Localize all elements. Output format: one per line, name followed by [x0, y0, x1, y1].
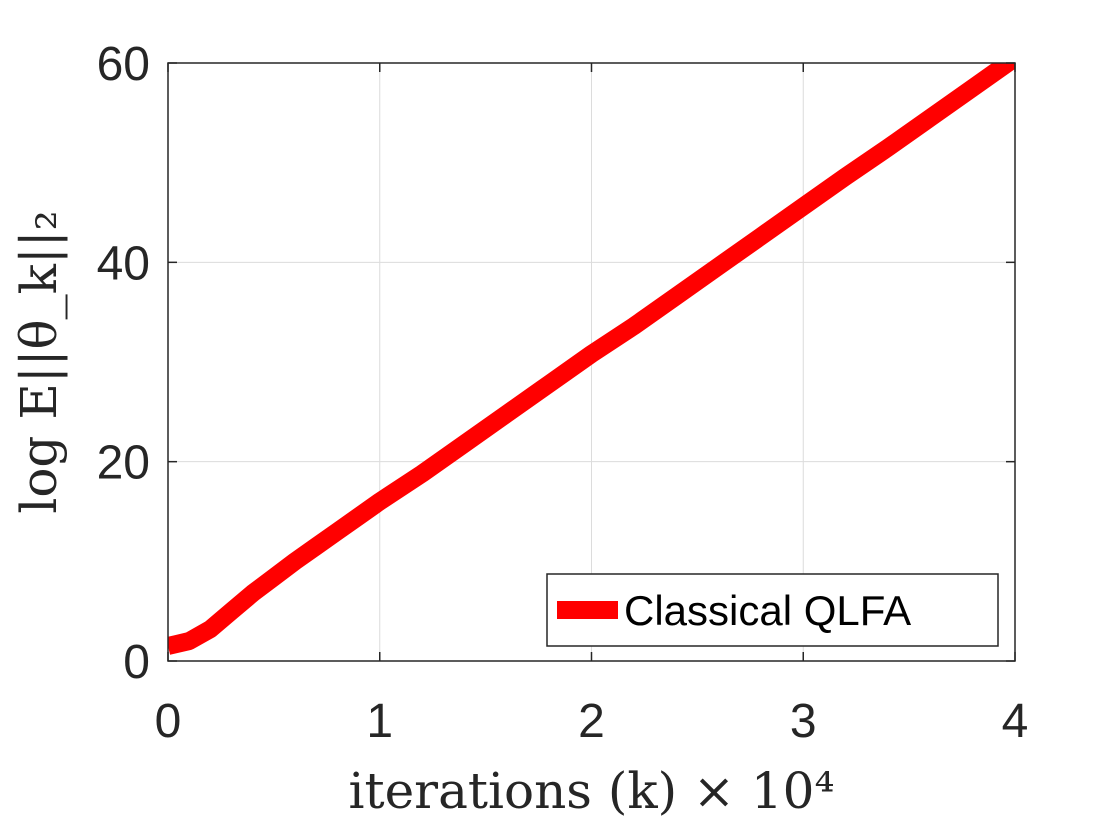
x-tick-label: 4 — [1002, 695, 1029, 748]
y-tick-label: 20 — [97, 437, 150, 490]
y-axis-label: log E||θ_k||₂ — [10, 210, 68, 513]
series-line-classical-qlfa — [168, 63, 1015, 655]
x-axis-label: iterations (k) × 10⁴ — [349, 762, 835, 820]
tick-marks — [167, 62, 1016, 662]
legend-box — [546, 573, 999, 647]
y-tick-label: 0 — [123, 636, 150, 689]
legend-label-classical-qlfa: Classical QLFA — [624, 587, 911, 634]
x-tick-label: 2 — [578, 695, 605, 748]
x-tick-label: 1 — [366, 695, 393, 748]
y-tick-labels: 0 20 40 60 — [97, 38, 150, 689]
legend: Classical QLFA — [546, 573, 999, 647]
x-tick-labels: 0 1 2 3 4 — [155, 695, 1029, 748]
x-tick-label: 0 — [155, 695, 182, 748]
y-tick-label: 60 — [97, 38, 150, 91]
y-tick-label: 40 — [97, 237, 150, 290]
x-tick-label: 3 — [790, 695, 817, 748]
series-layer — [168, 63, 1015, 655]
